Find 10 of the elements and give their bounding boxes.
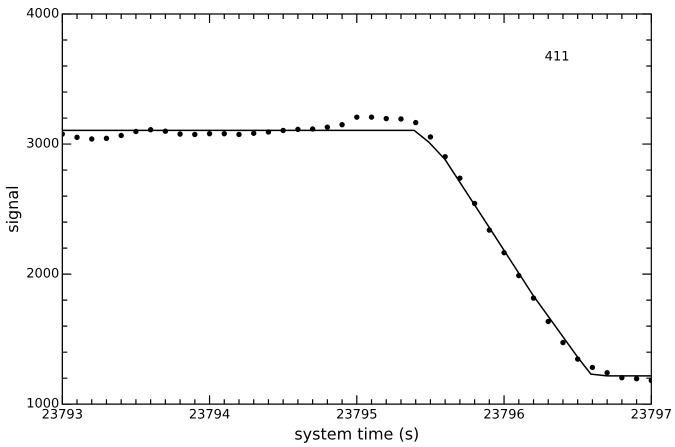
y-tick-label: 3000 [26,136,60,152]
x-axis-title: system time (s) [294,424,420,444]
x-tick-label: 23797 [630,407,672,422]
y-tick-label: 4000 [26,6,60,22]
y-axis-title: signal [2,185,22,233]
x-tick-label: 23795 [336,407,378,422]
x-tick-label: 23796 [483,407,525,422]
y-tick-label: 2000 [26,266,60,282]
annotation: 411 [544,49,570,64]
x-tick-label: 23794 [188,407,230,422]
